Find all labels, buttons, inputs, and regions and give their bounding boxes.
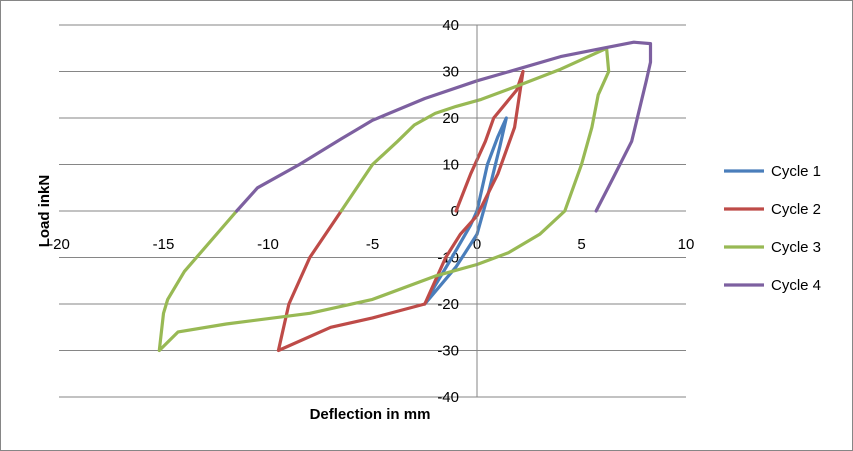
gridlines [59,24,686,398]
x-tick-labels: -20 -15 -10 -5 0 5 10 [48,236,694,253]
x-axis-title: Deflection in mm [310,406,431,423]
x-tick-label: -5 [366,236,379,253]
y-tick-label: -40 [437,389,459,406]
legend-label-cycle-4: Cycle 4 [771,277,821,294]
y-tick-label: 30 [442,64,459,81]
y-tick-label: -20 [437,296,459,313]
y-tick-label: 10 [442,157,459,174]
series-line-cycle-3 [157,46,611,353]
x-tick-label: 5 [577,236,585,253]
x-tick-label: -15 [153,236,175,253]
legend-label-cycle-3: Cycle 3 [771,239,821,256]
x-tick-label: 10 [678,236,695,253]
y-tick-label: 40 [442,17,459,34]
legend-label-cycle-1: Cycle 1 [771,163,821,180]
x-tick-label: -10 [257,236,279,253]
x-tick-label: -20 [48,236,70,253]
y-tick-label: -30 [437,343,459,360]
legend-label-cycle-2: Cycle 2 [771,201,821,218]
series-line-cycle-4 [235,40,653,213]
legend: Cycle 1 Cycle 2 Cycle 3 Cycle 4 [724,163,821,294]
series-line-cycle-2 [276,69,525,353]
y-axis-title: Load inkN [36,175,53,248]
y-tick-label: 20 [442,110,459,127]
